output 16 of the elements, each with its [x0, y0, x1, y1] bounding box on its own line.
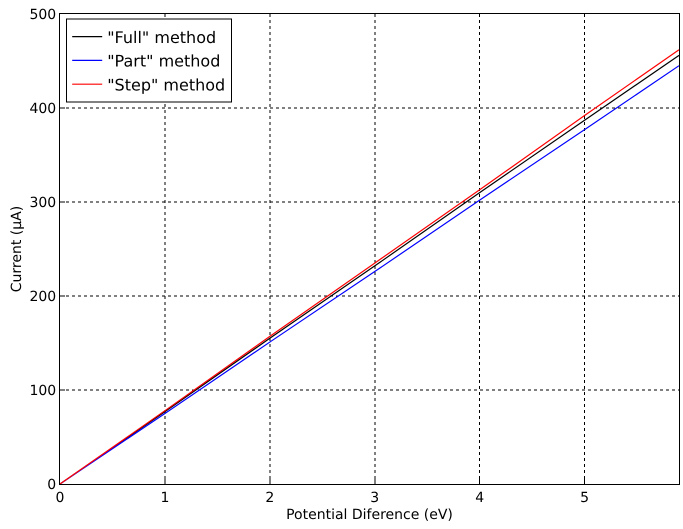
- x-tick-label: 4: [475, 490, 484, 506]
- y-tick-label: 200: [29, 288, 56, 305]
- x-tick-label: 1: [160, 490, 170, 506]
- legend-label: "Step" method: [107, 75, 226, 94]
- legend-label: "Full" method: [107, 28, 216, 47]
- y-tick-label: 0: [47, 476, 56, 493]
- y-tick-label: 500: [29, 6, 56, 23]
- x-tick-label: 3: [370, 490, 380, 506]
- legend-label: "Part" method: [107, 52, 220, 71]
- y-axis-title: Current (μA): [9, 206, 26, 292]
- y-tick-label: 300: [29, 194, 56, 211]
- y-tick-label: 400: [29, 100, 56, 117]
- y-tick-label: 100: [29, 382, 56, 399]
- x-axis-title: Potential Diference (eV): [286, 507, 453, 524]
- x-tick-label: 2: [265, 490, 274, 506]
- x-tick-label: 5: [580, 490, 590, 506]
